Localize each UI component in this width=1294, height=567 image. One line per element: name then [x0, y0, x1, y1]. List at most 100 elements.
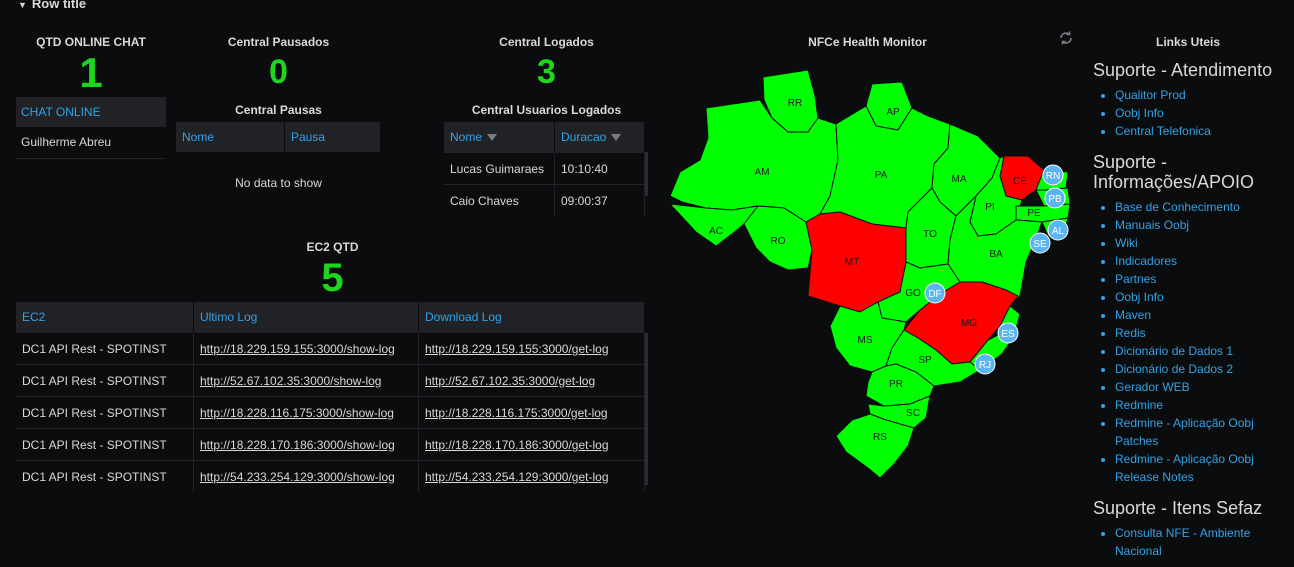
- get-log-link[interactable]: http://18.228.116.175:3000/get-log: [425, 405, 608, 420]
- list-item[interactable]: Oobj Info: [1115, 288, 1289, 306]
- show-log-link[interactable]: http://18.228.116.175:3000/show-log: [200, 405, 394, 420]
- get-log-link[interactable]: http://18.228.170.186:3000/get-log: [425, 437, 609, 452]
- label-CE: CE: [1013, 176, 1027, 187]
- label-SP: SP: [918, 355, 932, 366]
- chat-table-header[interactable]: CHAT ONLINE: [16, 97, 166, 127]
- refresh-icon[interactable]: [1058, 30, 1074, 46]
- pausas-table: Nome Pausa: [176, 122, 381, 152]
- filter-icon[interactable]: [487, 134, 498, 142]
- list-item[interactable]: Consulta NFE - Ambiente Nacional: [1115, 524, 1289, 560]
- show-log-link[interactable]: http://54.233.254.129:3000/show-log: [200, 469, 395, 484]
- list-item[interactable]: Redis: [1115, 324, 1289, 342]
- links-list-sefaz: Consulta NFE - Ambiente Nacional: [1093, 524, 1289, 560]
- link-dicionario-2[interactable]: Dicionário de Dados 2: [1115, 362, 1234, 376]
- show-log-link[interactable]: http://18.229.159.155:3000/show-log: [200, 341, 395, 356]
- list-item[interactable]: Wiki: [1115, 234, 1289, 252]
- ec2-name: DC1 API Rest - SPOTINST: [16, 428, 194, 461]
- show-log-link[interactable]: http://52.67.102.35:3000/show-log: [200, 373, 382, 388]
- scrollbar[interactable]: [645, 333, 648, 485]
- marker-RN[interactable]: RN: [1042, 164, 1064, 186]
- label-MG: MG: [961, 318, 977, 329]
- list-item[interactable]: Redmine - Aplicação Oobj Release Notes: [1115, 450, 1289, 486]
- link-redmine-release-notes[interactable]: Redmine - Aplicação Oobj Release Notes: [1115, 452, 1254, 484]
- list-item[interactable]: Dicionário de Dados 1: [1115, 342, 1289, 360]
- svg-text:DF: DF: [928, 289, 941, 300]
- link-central-telefonica[interactable]: Central Telefonica: [1115, 124, 1211, 138]
- svg-text:RN: RN: [1046, 171, 1060, 182]
- marker-SE[interactable]: SE: [1029, 232, 1051, 254]
- link-wiki[interactable]: Wiki: [1115, 236, 1138, 250]
- get-log-link[interactable]: http://18.229.159.155:3000/get-log: [425, 341, 609, 356]
- column-header-ec2[interactable]: EC2: [16, 302, 194, 333]
- label-AC: AC: [709, 226, 723, 237]
- ec2-name: DC1 API Rest - SPOTINST: [16, 332, 194, 365]
- link-oobj-info-2[interactable]: Oobj Info: [1115, 290, 1164, 304]
- label-AP: AP: [886, 107, 900, 118]
- column-header-duracao[interactable]: Duracao: [554, 122, 645, 153]
- label-PA: PA: [875, 170, 888, 181]
- column-header-nome[interactable]: Nome: [176, 122, 285, 152]
- list-item[interactable]: Gerador WEB: [1115, 378, 1289, 396]
- link-maven[interactable]: Maven: [1115, 308, 1152, 322]
- column-header-ultimo-log[interactable]: Ultimo Log: [193, 302, 419, 333]
- ec2-name: DC1 API Rest - SPOTINST: [16, 460, 194, 492]
- chat-header-label: CHAT ONLINE: [21, 105, 101, 119]
- filter-icon[interactable]: [611, 134, 622, 142]
- links-list-apoio: Base de Conhecimento Manuais Oobj Wiki I…: [1093, 198, 1289, 486]
- state-RS[interactable]: [835, 413, 915, 479]
- list-item[interactable]: Manuais Oobj: [1115, 216, 1289, 234]
- list-item[interactable]: Redmine: [1115, 396, 1289, 414]
- column-header-download-log[interactable]: Download Log: [418, 302, 645, 333]
- list-item[interactable]: Oobj Info: [1115, 104, 1289, 122]
- links-panel: Suporte - Atendimento Qualitor Prod Oobj…: [1093, 60, 1289, 560]
- marker-DF[interactable]: DF: [924, 282, 946, 304]
- link-dicionario-1[interactable]: Dicionário de Dados 1: [1115, 344, 1234, 358]
- link-base-conhecimento[interactable]: Base de Conhecimento: [1115, 200, 1240, 214]
- link-qualitor-prod[interactable]: Qualitor Prod: [1115, 88, 1186, 102]
- label-TO: TO: [923, 229, 937, 240]
- column-header-pausa[interactable]: Pausa: [284, 122, 381, 152]
- list-item[interactable]: Redmine - Aplicação Oobj Patches: [1115, 414, 1289, 450]
- link-gerador-web[interactable]: Gerador WEB: [1115, 380, 1190, 394]
- label-RR: RR: [788, 98, 802, 109]
- ec2-count: 5: [321, 256, 344, 300]
- label-MA: MA: [952, 174, 967, 185]
- table-row: Lucas Guimaraes 10:10:40: [444, 152, 645, 185]
- pausas-table-title: Central Pausas: [235, 103, 322, 117]
- link-partnes[interactable]: Partnes: [1115, 272, 1157, 286]
- marker-ES[interactable]: ES: [997, 322, 1019, 344]
- row-title[interactable]: ▼ Row title: [18, 0, 86, 11]
- get-log-link[interactable]: http://54.233.254.129:3000/get-log: [425, 469, 609, 484]
- link-indicadores[interactable]: Indicadores: [1115, 254, 1178, 268]
- link-oobj-info[interactable]: Oobj Info: [1115, 106, 1164, 120]
- list-item[interactable]: Indicadores: [1115, 252, 1289, 270]
- list-item[interactable]: Partnes: [1115, 270, 1289, 288]
- marker-PB[interactable]: PB: [1044, 187, 1066, 209]
- label-AM: AM: [755, 167, 770, 178]
- chevron-down-icon: ▼: [18, 0, 27, 10]
- table-row: DC1 API Rest - SPOTINST http://18.228.17…: [16, 428, 645, 461]
- state-RO[interactable]: [743, 205, 813, 271]
- marker-AL[interactable]: AL: [1047, 219, 1069, 241]
- list-item[interactable]: Maven: [1115, 306, 1289, 324]
- brazil-map: RR AP AM PA MA CE PI PE AC TO RO BA MT G…: [669, 69, 1071, 479]
- table-row: DC1 API Rest - SPOTINST http://18.228.11…: [16, 396, 645, 429]
- list-item[interactable]: Dicionário de Dados 2: [1115, 360, 1289, 378]
- column-header-nome[interactable]: Nome: [444, 122, 555, 153]
- ec2-panel-title: EC2 QTD: [306, 240, 359, 254]
- list-item[interactable]: Qualitor Prod: [1115, 86, 1289, 104]
- link-redmine-patches[interactable]: Redmine - Aplicação Oobj Patches: [1115, 416, 1254, 448]
- marker-RJ[interactable]: RJ: [974, 353, 996, 375]
- label-PE: PE: [1027, 208, 1041, 219]
- list-item[interactable]: Central Telefonica: [1115, 122, 1289, 140]
- link-redmine[interactable]: Redmine: [1115, 398, 1164, 412]
- list-item[interactable]: Base de Conhecimento: [1115, 198, 1289, 216]
- label-PR: PR: [889, 379, 903, 390]
- link-redis[interactable]: Redis: [1115, 326, 1146, 340]
- link-manuais-oobj[interactable]: Manuais Oobj: [1115, 218, 1190, 232]
- link-consulta-nfe[interactable]: Consulta NFE - Ambiente Nacional: [1115, 526, 1251, 558]
- show-log-link[interactable]: http://18.228.170.186:3000/show-log: [200, 437, 395, 452]
- svg-text:ES: ES: [1001, 329, 1015, 340]
- get-log-link[interactable]: http://52.67.102.35:3000/get-log: [425, 373, 596, 388]
- scrollbar[interactable]: [645, 152, 648, 196]
